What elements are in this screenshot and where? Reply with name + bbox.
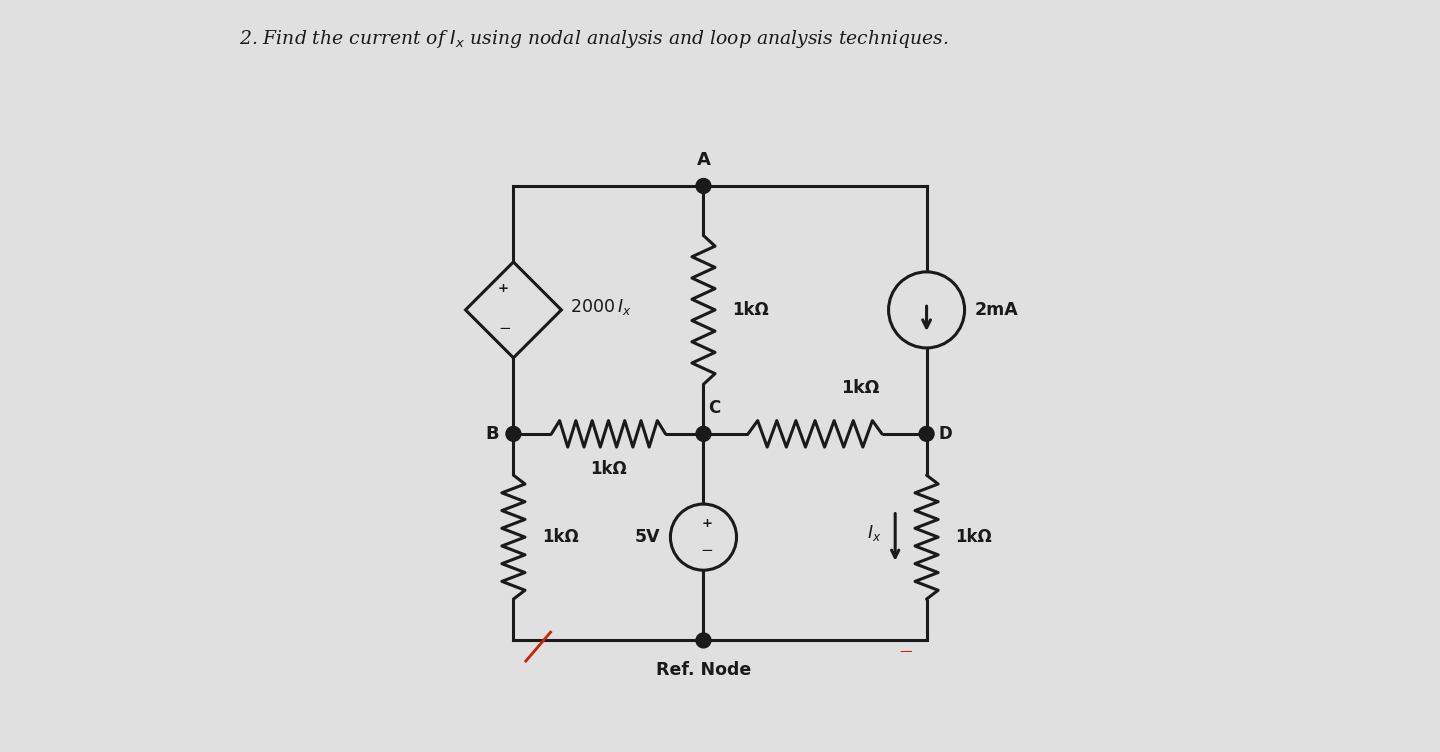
Text: 1kΩ: 1kΩ xyxy=(841,380,880,397)
Text: A: A xyxy=(697,151,710,169)
Text: 2. Find the current of $I_x$ using nodal analysis and loop analysis techniques.: 2. Find the current of $I_x$ using nodal… xyxy=(239,28,949,50)
Text: $I_x$: $I_x$ xyxy=(867,523,881,543)
Text: 2mA: 2mA xyxy=(975,301,1018,319)
Text: 1kΩ: 1kΩ xyxy=(543,528,579,546)
Text: 1kΩ: 1kΩ xyxy=(956,528,992,546)
Circle shape xyxy=(696,426,711,441)
Circle shape xyxy=(505,426,521,441)
Text: Ref. Node: Ref. Node xyxy=(655,661,752,679)
Text: —: — xyxy=(900,644,912,657)
Text: 5V: 5V xyxy=(635,528,661,546)
Circle shape xyxy=(696,633,711,648)
Circle shape xyxy=(919,426,935,441)
Text: +: + xyxy=(497,282,508,295)
Text: 1kΩ: 1kΩ xyxy=(733,301,769,319)
Text: $2000\,I_x$: $2000\,I_x$ xyxy=(570,296,631,317)
Text: −: − xyxy=(700,543,713,558)
Text: −: − xyxy=(498,320,511,335)
Circle shape xyxy=(696,178,711,193)
Text: B: B xyxy=(485,425,498,443)
Text: +: + xyxy=(701,517,713,529)
Text: D: D xyxy=(937,425,952,443)
Text: 1kΩ: 1kΩ xyxy=(590,460,626,478)
Text: C: C xyxy=(708,399,720,417)
